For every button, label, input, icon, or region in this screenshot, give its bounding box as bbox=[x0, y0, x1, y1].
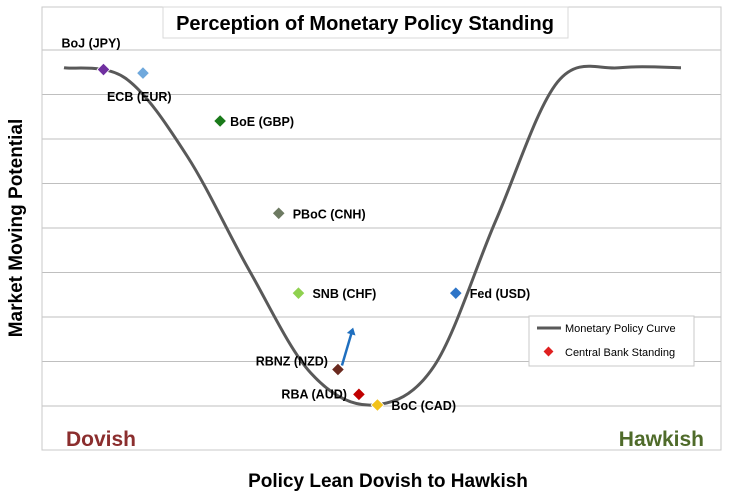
point-pboc-cnh bbox=[271, 206, 286, 221]
point-label-boc-cad: BoC (CAD) bbox=[391, 399, 456, 413]
point-rba-aud bbox=[351, 387, 366, 402]
chart-title-box bbox=[162, 6, 569, 39]
point-label-ecb-eur: ECB (EUR) bbox=[107, 90, 172, 104]
point-boc-cad bbox=[370, 398, 385, 412]
legend: Monetary Policy Curve Central Bank Stand… bbox=[528, 315, 695, 367]
dovish-label: Dovish bbox=[66, 428, 136, 451]
point-label-rba-aud: RBA (AUD) bbox=[281, 387, 347, 401]
point-label-pboc-cnh: PBoC (CNH) bbox=[293, 207, 366, 221]
point-label-snb-chf: SNB (CHF) bbox=[312, 287, 376, 301]
chart-title: Perception of Monetary Policy Standing bbox=[176, 13, 554, 35]
hawkish-label: Hawkish bbox=[619, 428, 704, 451]
point-snb-chf bbox=[291, 286, 306, 301]
legend-point-swatch bbox=[543, 346, 554, 357]
annotation-layer bbox=[340, 327, 356, 366]
x-axis-title: Policy Lean Dovish to Hawkish bbox=[248, 471, 528, 492]
point-labels-layer: BoJ (JPY) ECB (EUR) BoE (GBP) PBoC (CNH) SNB… bbox=[61, 37, 530, 413]
point-fed-usd bbox=[448, 286, 463, 301]
point-label-boe-gbp: BoE (GBP) bbox=[230, 115, 294, 129]
legend-point-label: Central Bank Standing bbox=[565, 347, 675, 359]
point-boe-gbp bbox=[213, 114, 228, 128]
momentum-arrow-shaft bbox=[340, 330, 354, 366]
point-boj-jpy bbox=[96, 62, 111, 77]
point-label-boj-jpy: BoJ (JPY) bbox=[61, 37, 120, 51]
point-label-fed-usd: Fed (USD) bbox=[470, 287, 530, 301]
legend-box bbox=[528, 315, 695, 367]
points-layer bbox=[96, 62, 463, 412]
point-rbnz-nzd bbox=[331, 362, 345, 377]
legend-curve-label: Monetary Policy Curve bbox=[565, 323, 676, 335]
point-label-rbnz-nzd: RBNZ (NZD) bbox=[256, 355, 328, 369]
momentum-arrow-head bbox=[346, 327, 356, 336]
point-ecb-eur bbox=[136, 66, 150, 81]
y-axis-title: Market Moving Potential bbox=[6, 119, 27, 338]
